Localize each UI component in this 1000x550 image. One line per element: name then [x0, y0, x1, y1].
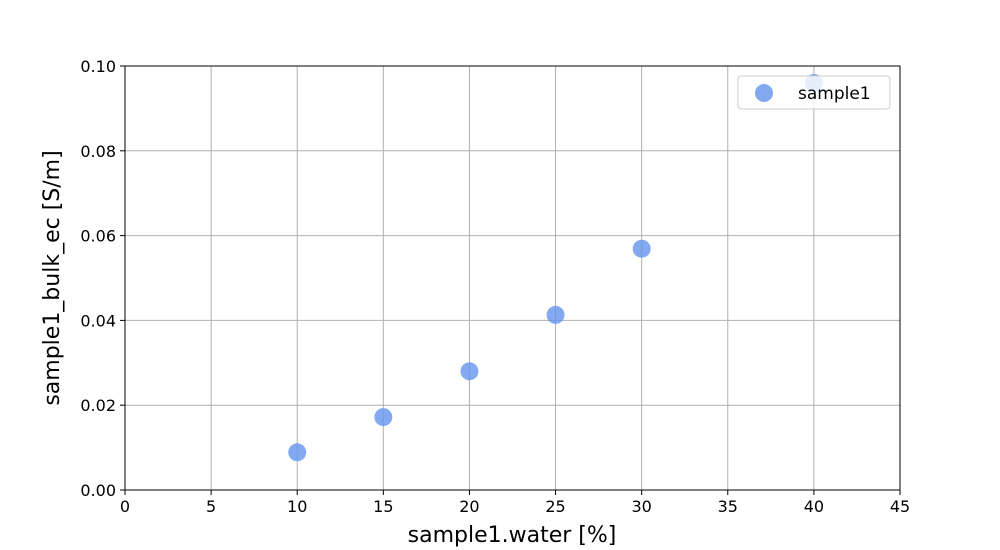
data-point	[288, 443, 307, 462]
data-point	[460, 362, 479, 381]
plot-area	[125, 66, 900, 490]
data-point	[632, 239, 651, 258]
x-tick-label: 20	[459, 497, 479, 516]
axis-ticks: 0 5 10 15 20 25 30 35 40 45 0.00 0.02 0.04 0.06 0.08 0.…	[80, 57, 910, 516]
x-tick-label: 5	[206, 497, 216, 516]
plot-frame	[124, 65, 901, 491]
x-tick-label: 15	[373, 497, 393, 516]
y-tick-label: 0.02	[80, 396, 116, 415]
legend: sample1	[737, 75, 891, 110]
x-tick-label: 25	[545, 497, 565, 516]
y-axis-label: sample1_bulk_ec [S/m]	[40, 150, 65, 405]
y-tick-label: 0.00	[80, 481, 116, 500]
y-tick-label: 0.08	[80, 142, 116, 161]
x-tick-label: 30	[631, 497, 651, 516]
x-tick-label: 40	[804, 497, 824, 516]
data-point	[374, 408, 393, 427]
x-tick-label: 45	[890, 497, 910, 516]
x-tick-label: 35	[718, 497, 738, 516]
x-axis-label: sample1.water [%]	[408, 523, 617, 548]
y-tick-label: 0.10	[80, 57, 116, 76]
y-tick-label: 0.06	[80, 227, 116, 246]
x-tick-label: 0	[120, 497, 130, 516]
legend-label: sample1	[798, 84, 871, 104]
legend-marker	[755, 84, 773, 102]
y-tick-label: 0.04	[80, 311, 116, 330]
legend-box	[737, 75, 891, 110]
data-point	[546, 305, 565, 324]
x-tick-label: 10	[287, 497, 307, 516]
